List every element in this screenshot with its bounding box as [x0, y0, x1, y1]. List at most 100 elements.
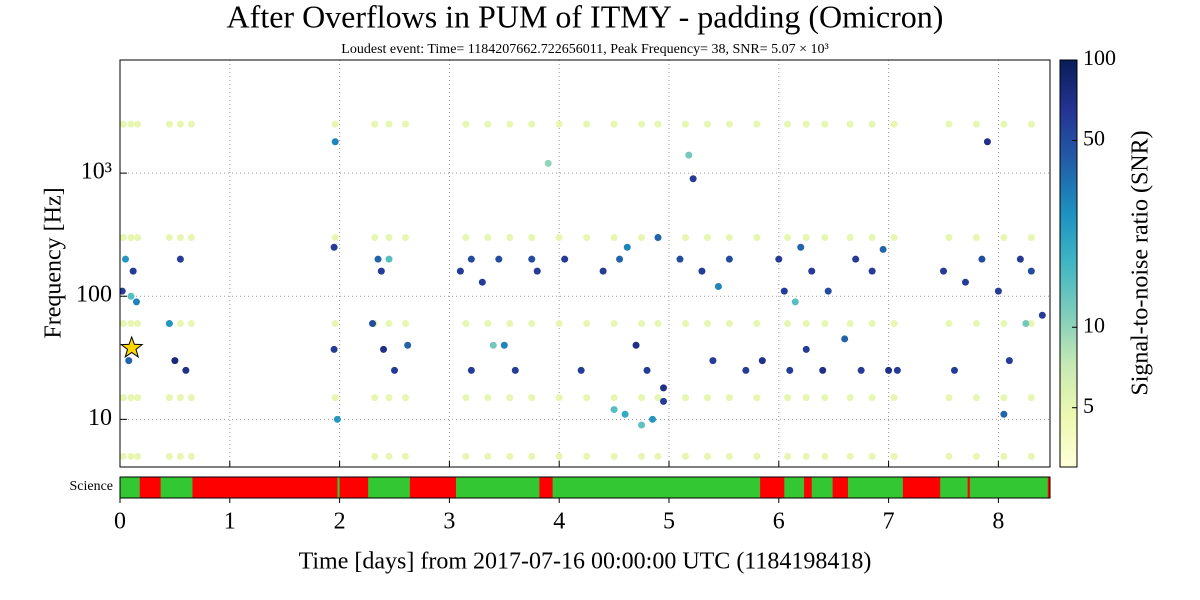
event-point: [890, 320, 898, 328]
event-point: [544, 159, 552, 167]
event-point: [802, 394, 810, 402]
state-segment: [940, 477, 968, 498]
event-point: [638, 320, 646, 328]
event-point: [120, 287, 126, 295]
event-point: [753, 234, 761, 242]
event-point: [689, 175, 697, 183]
event-point: [890, 120, 898, 128]
event-point: [528, 394, 536, 402]
event-point: [484, 394, 492, 402]
event-point: [725, 452, 733, 460]
event-point: [176, 394, 184, 402]
event-point: [484, 234, 492, 242]
event-point: [846, 234, 854, 242]
event-point: [638, 452, 646, 460]
event-point: [978, 255, 986, 263]
event-point: [165, 234, 173, 242]
event-point: [791, 298, 799, 306]
event-point: [610, 394, 618, 402]
event-point: [681, 320, 689, 328]
event-point: [583, 452, 591, 460]
event-point: [660, 397, 668, 405]
event-point: [331, 320, 339, 328]
event-point: [808, 267, 816, 275]
event-point: [462, 234, 470, 242]
x-axis-label: Time [days] from 2017-07-16 00:00:00 UTC…: [299, 549, 872, 575]
x-tick-label: 1: [224, 509, 236, 535]
event-point: [176, 452, 184, 460]
event-point: [484, 452, 492, 460]
event-point: [802, 320, 810, 328]
state-segment: [368, 477, 410, 498]
colorbar-tick-label: 50: [1083, 125, 1105, 150]
event-point: [125, 357, 133, 365]
event-point: [725, 255, 733, 263]
event-point: [134, 320, 142, 328]
event-point: [621, 410, 629, 418]
event-point: [972, 394, 980, 402]
colorbar-label: Signal-to-noise ratio (SNR): [1128, 130, 1154, 395]
event-point: [1027, 267, 1035, 275]
event-point: [333, 415, 341, 423]
event-point: [857, 366, 865, 374]
event-point: [1000, 120, 1008, 128]
event-point: [369, 320, 377, 328]
event-point: [577, 366, 585, 374]
event-point: [506, 394, 514, 402]
event-point: [753, 320, 761, 328]
event-point: [120, 452, 127, 460]
event-point: [404, 341, 412, 349]
event-point: [478, 278, 486, 286]
event-point: [506, 452, 514, 460]
event-point: [681, 234, 689, 242]
event-point: [484, 320, 492, 328]
event-point: [868, 267, 876, 275]
event-point: [649, 415, 657, 423]
event-point: [1038, 311, 1046, 319]
event-point: [385, 394, 393, 402]
event-point: [583, 234, 591, 242]
event-point: [939, 267, 947, 275]
event-point: [623, 243, 631, 251]
event-point: [802, 120, 810, 128]
event-point: [390, 366, 398, 374]
event-point: [784, 120, 792, 128]
event-point: [1005, 357, 1013, 365]
state-segment: [969, 477, 1048, 498]
state-segment: [811, 477, 833, 498]
plot-frame: [119, 59, 1051, 468]
event-point: [385, 320, 393, 328]
event-point: [401, 452, 409, 460]
event-point: [638, 234, 646, 242]
event-point: [176, 234, 184, 242]
event-point: [528, 234, 536, 242]
event-point: [802, 345, 810, 353]
event-point: [1027, 234, 1035, 242]
event-point: [632, 341, 640, 349]
event-point: [616, 255, 624, 263]
event-point: [187, 394, 195, 402]
x-tick-label: 5: [663, 509, 675, 535]
event-point: [134, 452, 142, 460]
event-point: [660, 384, 668, 392]
event-point: [467, 255, 475, 263]
colorbar: [1059, 59, 1078, 468]
colorbar-tick-label: 100: [1083, 45, 1116, 70]
event-point: [638, 394, 646, 402]
event-point: [654, 120, 662, 128]
event-point: [784, 320, 792, 328]
event-point: [1027, 120, 1035, 128]
event-point: [385, 120, 393, 128]
event-point: [371, 120, 379, 128]
event-point: [725, 394, 733, 402]
event-point: [120, 234, 127, 242]
event-point: [703, 394, 711, 402]
state-segment: [337, 477, 340, 498]
event-point: [945, 394, 953, 402]
event-point: [165, 320, 173, 328]
event-point: [821, 234, 829, 242]
event-point: [385, 452, 393, 460]
event-point: [846, 452, 854, 460]
event-point: [121, 255, 129, 263]
